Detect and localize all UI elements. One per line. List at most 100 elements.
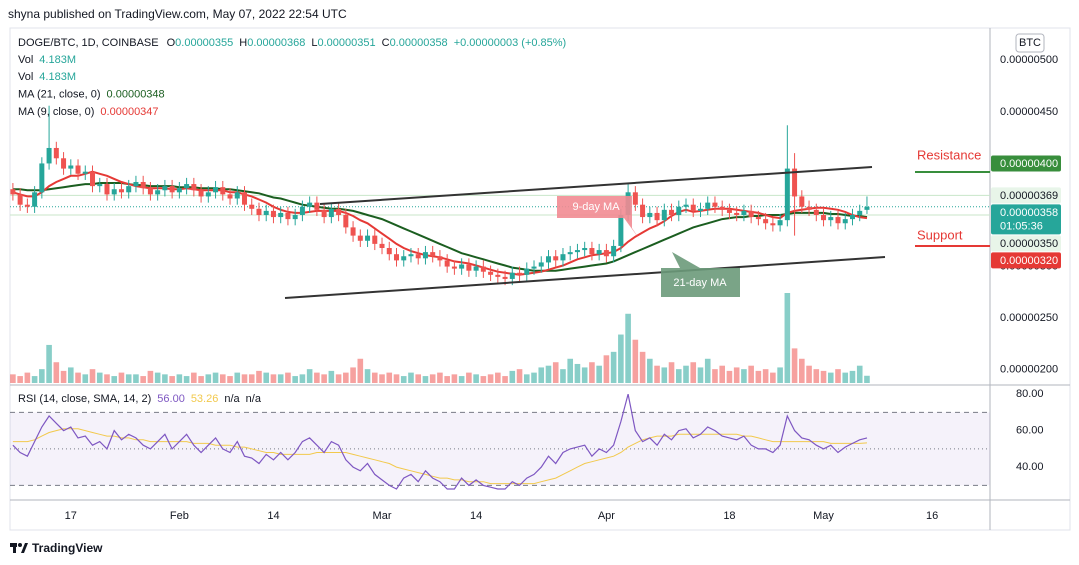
candle-body xyxy=(90,171,96,187)
candle-body xyxy=(842,219,848,224)
volume-bar xyxy=(53,362,60,383)
candle-body xyxy=(640,204,646,218)
candle-body xyxy=(372,235,378,244)
attribution: shyna published on TradingView.com, May … xyxy=(8,7,347,21)
ohlc-key: C xyxy=(382,37,390,49)
candle-body xyxy=(792,168,798,197)
candle-body xyxy=(806,206,812,210)
rsi-sma-line xyxy=(12,428,868,485)
volume-bar xyxy=(169,376,175,383)
candle-body xyxy=(821,215,827,221)
volume-bar xyxy=(712,369,718,383)
volume-bar xyxy=(67,367,74,383)
logo-mark xyxy=(18,543,22,547)
volume-bar xyxy=(306,369,313,383)
volume-bar xyxy=(314,372,320,383)
volume-bar xyxy=(437,372,443,383)
candle-body xyxy=(459,264,465,269)
candle-body xyxy=(589,248,595,255)
volume-bar xyxy=(799,358,805,383)
candle-body xyxy=(777,220,783,226)
volume-bar xyxy=(835,369,841,383)
candle-body xyxy=(234,192,240,199)
y-tick-label: 0.00000500 xyxy=(1000,54,1058,66)
logo-text: TradingView xyxy=(32,541,103,555)
x-tick-label: Feb xyxy=(170,510,189,522)
volume-bar xyxy=(603,355,610,383)
volume-bar xyxy=(104,374,110,383)
candle-body xyxy=(683,204,689,207)
volume-bar xyxy=(683,365,689,383)
candle-body xyxy=(582,248,588,251)
candle-body xyxy=(763,219,769,224)
candle-body xyxy=(357,235,363,241)
candle-body xyxy=(104,184,110,195)
ma9-callout-text: 9-day MA xyxy=(572,201,620,213)
rsi-legend-item: 53.26 xyxy=(191,393,219,405)
candle-body xyxy=(560,254,566,261)
overlay: 9-day MA 21-day MA Resistance Support xyxy=(284,147,990,299)
volume-bar xyxy=(140,376,146,383)
volume-bar xyxy=(75,372,81,383)
volume-bar xyxy=(639,351,646,383)
volume-bar xyxy=(625,313,631,383)
candle-body xyxy=(68,165,74,169)
x-tick-label: 14 xyxy=(267,510,279,522)
legend-label: Vol xyxy=(18,71,33,83)
currency-label: BTC xyxy=(1019,37,1041,49)
legend-value: 0.00000348 xyxy=(107,89,165,101)
candle-body xyxy=(545,256,551,263)
candle-body xyxy=(336,208,342,215)
candle-body xyxy=(118,189,124,193)
candle-body xyxy=(46,147,52,164)
volume-bar xyxy=(697,367,704,383)
volume-bar xyxy=(133,374,139,383)
candle-body xyxy=(220,187,226,195)
support-trendline xyxy=(284,256,886,299)
rsi-legend-item: 56.00 xyxy=(157,393,185,405)
volume-bar xyxy=(762,369,769,383)
candle-body xyxy=(857,210,863,215)
candle-body xyxy=(466,264,472,271)
candle-body xyxy=(292,215,298,220)
volume-bar xyxy=(444,376,450,383)
volume-bar xyxy=(111,376,118,383)
volume-bar xyxy=(704,358,711,383)
candle-body xyxy=(111,189,117,195)
volume-bar xyxy=(285,372,291,383)
resistance-trendline xyxy=(319,166,873,205)
volume-bar xyxy=(813,369,820,383)
rsi-legend-item: RSI (14, close, SMA, 14, 2) xyxy=(18,393,151,405)
candle-body xyxy=(632,192,638,205)
candle-body xyxy=(849,215,855,220)
candle-body xyxy=(488,271,494,275)
candle-body xyxy=(140,182,146,189)
volume-bar xyxy=(784,293,791,383)
x-tick-label: 17 xyxy=(65,510,77,522)
rsi-legend-item: n/a xyxy=(224,393,240,405)
volume-bar xyxy=(219,374,226,383)
candle-body xyxy=(285,212,291,220)
volume-bar xyxy=(364,369,371,383)
volume-bar xyxy=(89,369,96,383)
price-tag xyxy=(991,155,1061,172)
volume-bar xyxy=(473,374,479,383)
volume-bar xyxy=(487,374,494,383)
candle-body xyxy=(75,165,81,174)
candle-body xyxy=(647,212,653,218)
candle-body xyxy=(690,204,696,211)
volume-bar xyxy=(162,374,168,383)
volume-bar xyxy=(96,372,103,383)
legend-value: 0.00000347 xyxy=(100,106,158,118)
currency-button[interactable] xyxy=(1015,33,1045,53)
volume-bar xyxy=(198,376,204,383)
candle-body xyxy=(799,196,805,207)
price-tag-label: 0.00000400 xyxy=(1000,158,1058,170)
volume-bar xyxy=(495,372,501,383)
rsi-pane xyxy=(10,393,990,490)
price-tag-label: 0.00000350 xyxy=(1000,238,1058,250)
candle-body xyxy=(755,217,761,220)
rsi-legend-item: n/a xyxy=(246,393,262,405)
ohlc-value: 0.00000368 xyxy=(247,37,305,49)
